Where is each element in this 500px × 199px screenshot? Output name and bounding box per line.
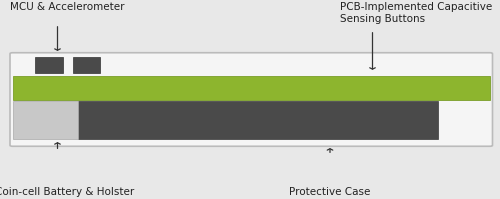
- Bar: [12, 101, 78, 139]
- Bar: [12, 76, 490, 100]
- FancyBboxPatch shape: [10, 53, 492, 146]
- Text: MCU & Accelerometer: MCU & Accelerometer: [10, 2, 124, 12]
- Text: PCB-Implemented Capacitive
Sensing Buttons: PCB-Implemented Capacitive Sensing Butto…: [340, 2, 492, 24]
- Bar: [78, 101, 438, 139]
- Bar: [35, 57, 62, 73]
- Text: Coin-cell Battery & Holster: Coin-cell Battery & Holster: [0, 187, 134, 197]
- Bar: [72, 57, 100, 73]
- Text: Protective Case: Protective Case: [290, 187, 370, 197]
